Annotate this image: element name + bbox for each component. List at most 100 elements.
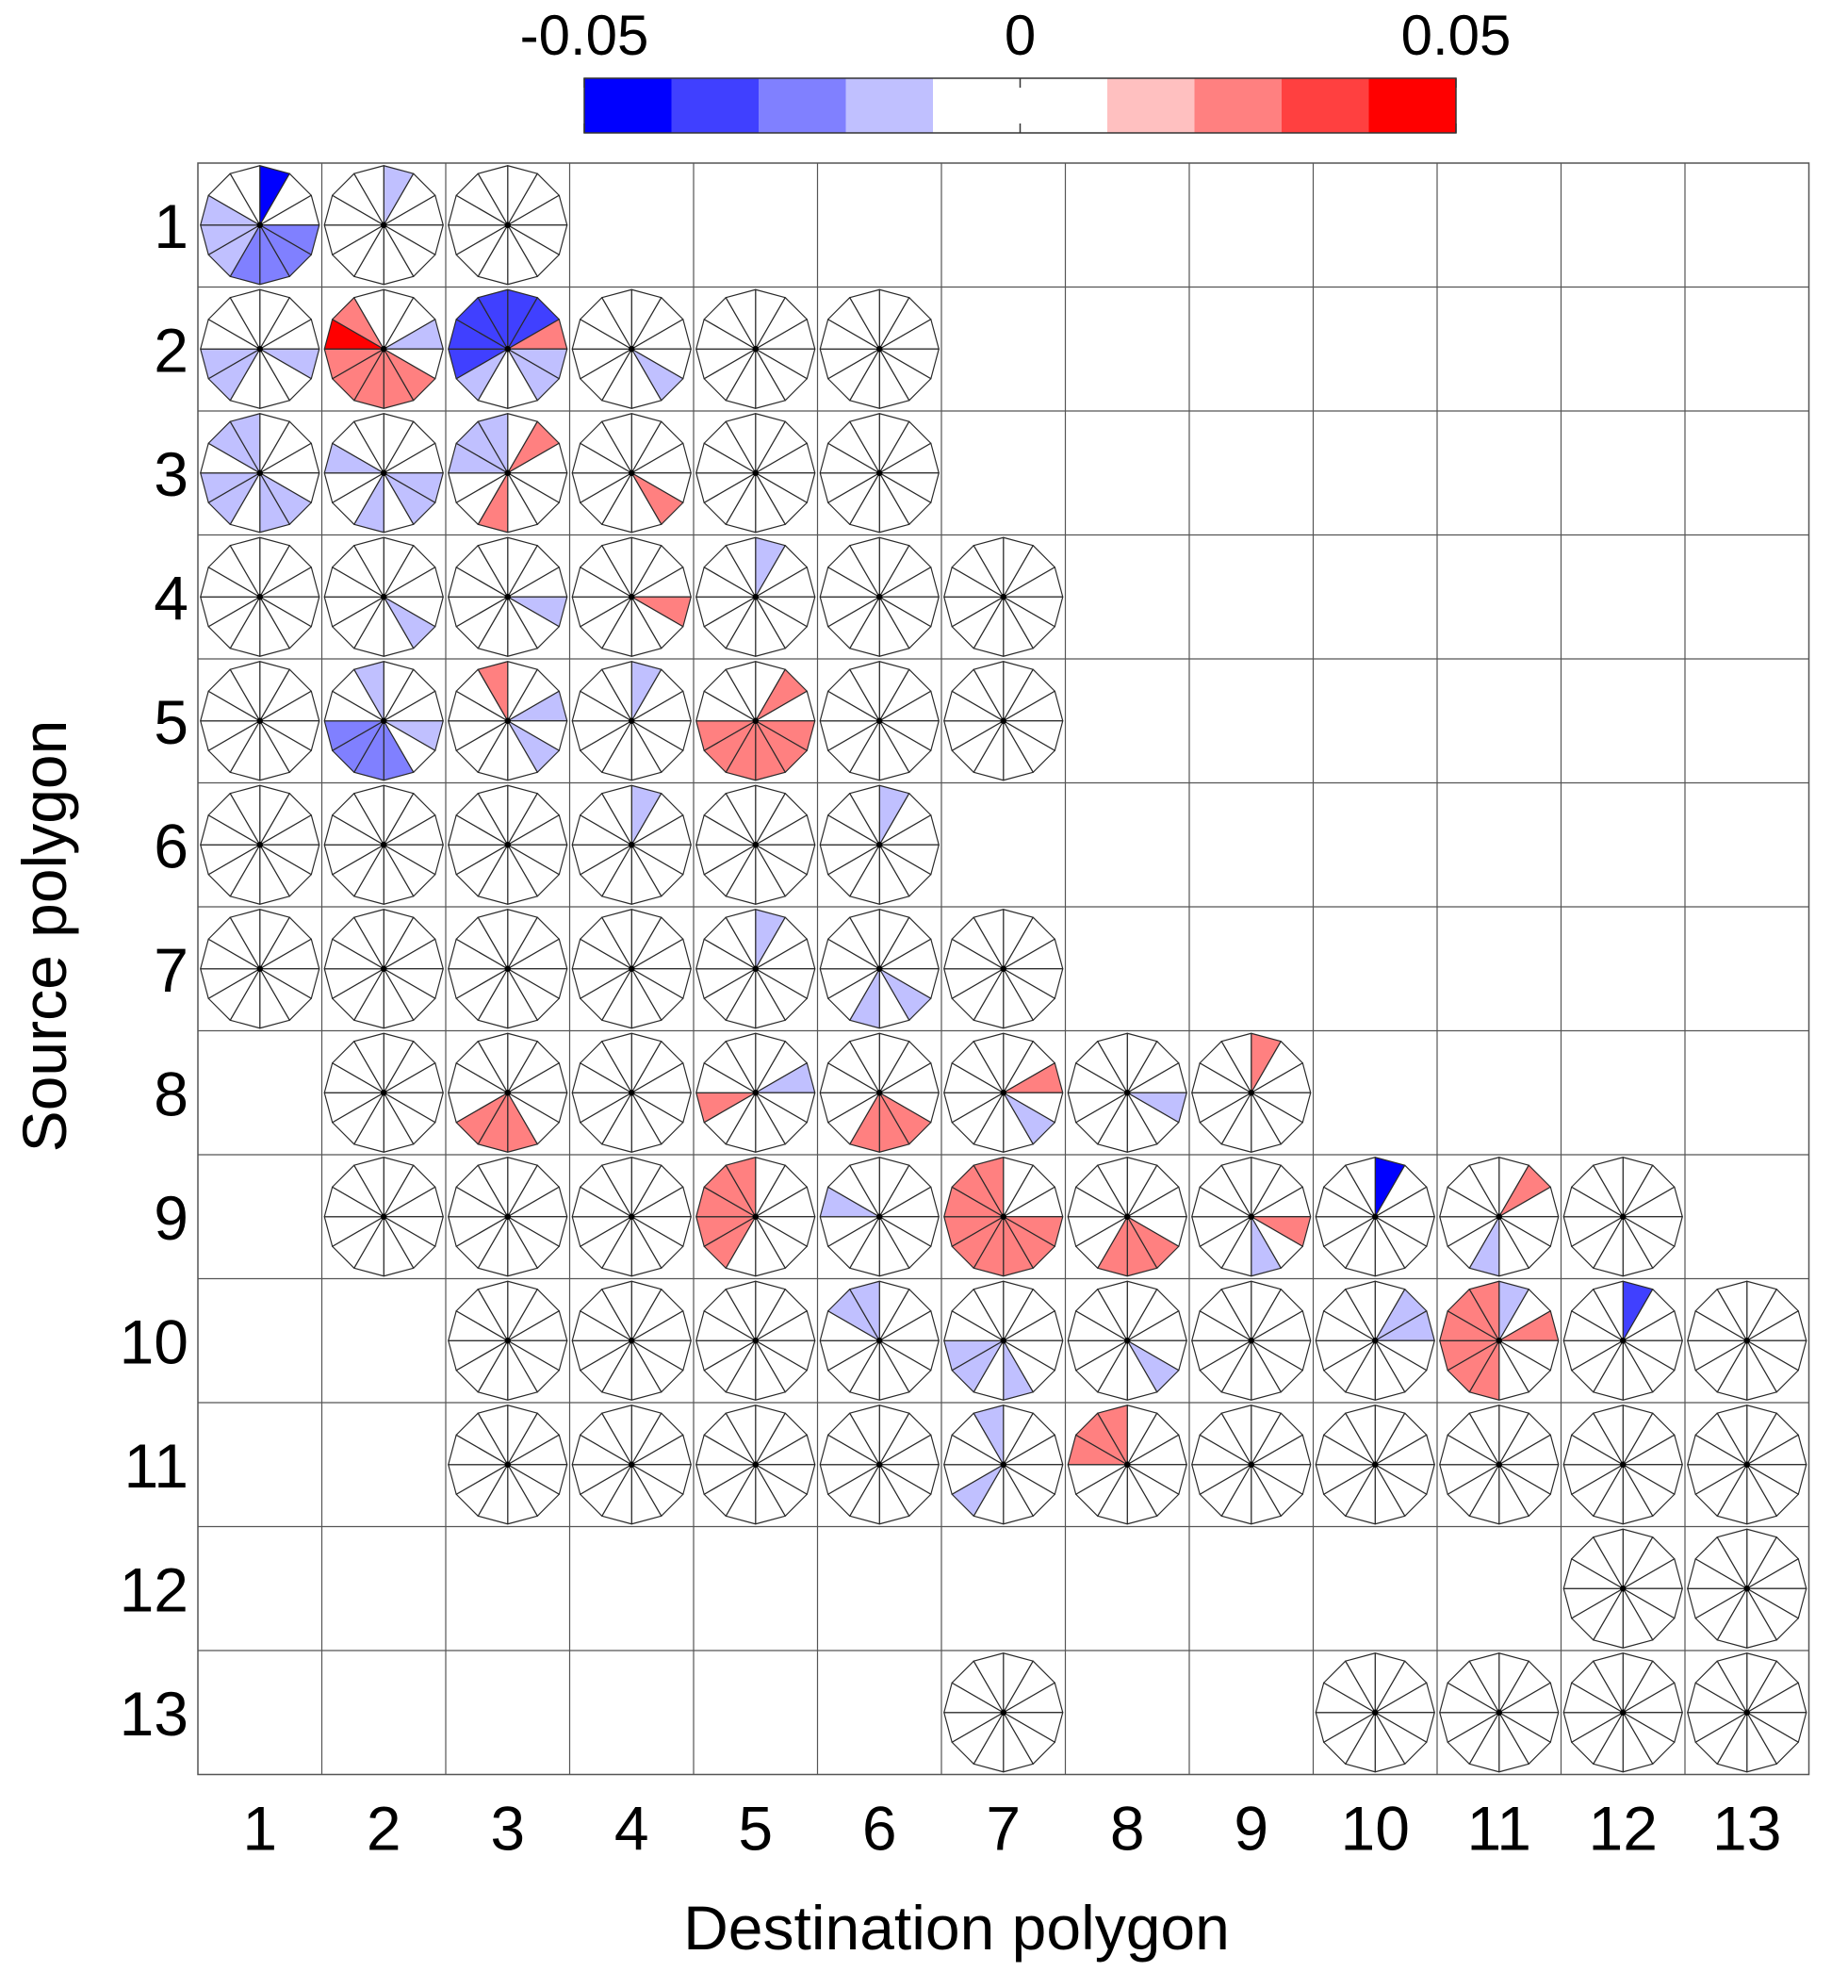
cell-glyph xyxy=(323,661,444,781)
x-tick-label: 4 xyxy=(614,1794,649,1864)
x-tick-labels: 1 2 3 4 5 6 7 8 9 10 11 12 13 xyxy=(242,1794,1781,1864)
cell-glyph xyxy=(200,165,320,286)
glyph-center xyxy=(1620,1709,1627,1716)
cell-glyph xyxy=(1687,1528,1807,1649)
glyph-center xyxy=(256,717,263,724)
colorbar-segment xyxy=(1282,78,1369,133)
glyph-sector xyxy=(1097,1405,1128,1466)
y-tick-label: 8 xyxy=(154,1059,188,1128)
glyph-center xyxy=(256,842,263,848)
glyph-sector xyxy=(229,661,261,722)
y-tick-label: 3 xyxy=(154,439,188,509)
cell-glyph xyxy=(695,909,816,1029)
glyph-sector xyxy=(477,536,509,598)
glyphs xyxy=(200,165,1807,1773)
glyph-sector xyxy=(1220,1405,1252,1466)
glyph-center xyxy=(629,1461,635,1468)
glyph-center xyxy=(1248,1213,1254,1220)
cell-glyph xyxy=(571,288,692,409)
glyph-sector xyxy=(1468,1280,1500,1341)
glyph-sector xyxy=(353,1032,384,1093)
cell-glyph xyxy=(943,1157,1064,1277)
cell-glyph xyxy=(943,1032,1064,1153)
glyph-sector xyxy=(601,661,632,722)
glyph-center xyxy=(1496,1338,1502,1344)
cell-glyph xyxy=(819,909,940,1029)
glyph-center xyxy=(1124,1090,1131,1096)
glyph-sector xyxy=(973,1280,1005,1341)
y-axis-label: Source polygon xyxy=(9,720,79,1153)
glyph-center xyxy=(256,594,263,600)
glyph-sector xyxy=(1593,1405,1624,1466)
glyph-sector xyxy=(229,413,261,474)
cell-glyph xyxy=(819,1405,940,1525)
glyph-sector xyxy=(849,661,880,722)
glyph-center xyxy=(752,1461,759,1468)
y-tick-label: 1 xyxy=(154,191,188,261)
glyph-center xyxy=(1124,1213,1131,1220)
glyph-sector xyxy=(973,909,1005,970)
x-tick-label: 10 xyxy=(1341,1794,1410,1864)
glyph-sector xyxy=(353,1157,384,1218)
cell-glyph xyxy=(1315,1405,1435,1525)
cell-glyph xyxy=(448,1405,568,1525)
glyph-sector xyxy=(849,536,880,598)
glyph-center xyxy=(1000,1213,1006,1220)
glyph-center xyxy=(1372,1338,1379,1344)
cell-glyph xyxy=(448,1280,568,1401)
glyph-sector xyxy=(849,413,880,474)
glyph-sector xyxy=(849,288,880,350)
glyph-sector xyxy=(849,1280,880,1341)
cell-glyph xyxy=(1067,1280,1187,1401)
colorbar xyxy=(583,77,1457,134)
cell-glyph xyxy=(571,1280,692,1401)
colorbar-tick-label: -0.05 xyxy=(520,4,649,67)
glyph-sector xyxy=(1716,1280,1748,1341)
glyph-center xyxy=(504,594,511,600)
glyph-sector xyxy=(1345,1405,1376,1466)
glyph-sector xyxy=(477,661,509,722)
cell-glyph xyxy=(1439,1405,1560,1525)
y-tick-label: 4 xyxy=(154,563,188,633)
cell-glyph xyxy=(571,909,692,1029)
glyph-sector xyxy=(477,413,509,474)
glyph-center xyxy=(1248,1090,1254,1096)
cell-glyph xyxy=(448,1032,568,1153)
glyph-center xyxy=(1372,1213,1379,1220)
glyph-center xyxy=(381,1213,387,1220)
cell-glyph xyxy=(1191,1280,1312,1401)
glyph-sector xyxy=(477,1032,509,1093)
glyph-center xyxy=(752,594,759,600)
cell-glyph xyxy=(819,288,940,409)
x-tick-label: 8 xyxy=(1110,1794,1145,1864)
glyph-sector xyxy=(1468,1405,1500,1466)
glyph-sector xyxy=(229,536,261,598)
glyph-center xyxy=(1743,1709,1750,1716)
cell-glyph xyxy=(448,536,568,657)
cell-glyph xyxy=(819,1280,940,1401)
glyph-center xyxy=(629,842,635,848)
glyph-sector xyxy=(849,1032,880,1093)
cell-glyph xyxy=(1439,1280,1560,1401)
glyph-center xyxy=(1620,1213,1627,1220)
cell-glyph xyxy=(323,1157,444,1277)
glyph-sector xyxy=(353,784,384,846)
glyph-sector xyxy=(1593,1528,1624,1589)
glyph-sector xyxy=(1345,1652,1376,1714)
glyph-sector xyxy=(725,536,757,598)
glyph-sector xyxy=(601,1157,632,1218)
cell-glyph xyxy=(571,413,692,534)
glyph-sector xyxy=(477,1280,509,1341)
glyph-center xyxy=(876,717,883,724)
glyph-center xyxy=(504,1213,511,1220)
glyph-sector xyxy=(601,1280,632,1341)
glyph-center xyxy=(1743,1461,1750,1468)
glyph-center xyxy=(1000,965,1006,972)
glyph-center xyxy=(629,594,635,600)
cell-glyph xyxy=(571,661,692,781)
glyph-sector xyxy=(229,288,261,350)
glyph-center xyxy=(381,346,387,353)
x-tick-label: 6 xyxy=(862,1794,897,1864)
colorbar-segment xyxy=(933,78,1021,133)
